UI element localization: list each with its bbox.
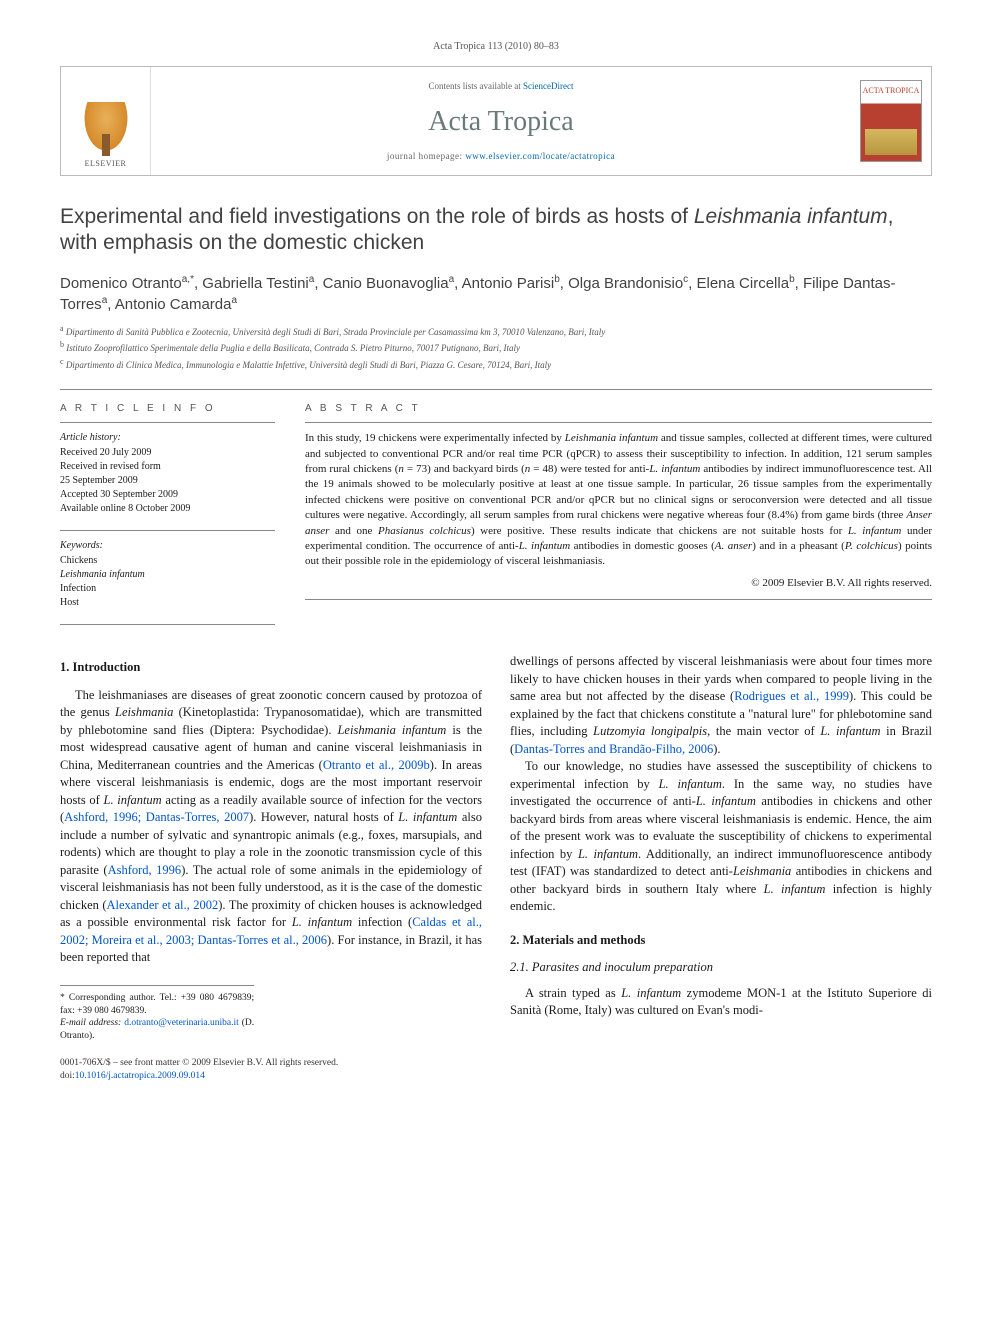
masthead-center: Contents lists available at ScienceDirec… — [151, 67, 851, 175]
sciencedirect-link[interactable]: ScienceDirect — [523, 81, 573, 91]
citation-link[interactable]: Rodrigues et al., 1999 — [734, 689, 849, 703]
affiliation: b Istituto Zooprofilattico Sperimentale … — [60, 339, 932, 355]
journal-name: Acta Tropica — [428, 102, 573, 141]
email-line: E-mail address: d.otranto@veterinaria.un… — [60, 1017, 254, 1043]
body-text: 1. Introduction The leishmaniases are di… — [60, 653, 932, 1043]
paragraph: The leishmaniases are diseases of great … — [60, 687, 482, 967]
publisher-name: ELSEVIER — [85, 158, 127, 169]
keyword: Chickens — [60, 554, 275, 568]
keyword: Host — [60, 596, 275, 610]
affiliations: a Dipartimento di Sanità Pubblica e Zoot… — [60, 323, 932, 372]
history-label: Article history: — [60, 431, 275, 445]
history-revised2: 25 September 2009 — [60, 474, 275, 488]
cover-label: ACTA TROPICA — [861, 85, 921, 96]
doi-link[interactable]: 10.1016/j.actatropica.2009.09.014 — [75, 1071, 205, 1081]
citation-link[interactable]: Ashford, 1996; Dantas-Torres, 2007 — [64, 810, 249, 824]
paragraph: dwellings of persons affected by viscera… — [510, 653, 932, 758]
subsection-heading: 2.1. Parasites and inoculum preparation — [510, 959, 932, 977]
affiliation: a Dipartimento di Sanità Pubblica e Zoot… — [60, 323, 932, 339]
title-part1: Experimental and field investigations on… — [60, 205, 694, 228]
homepage-prefix: journal homepage: — [387, 151, 465, 161]
abstract-body: In this study, 19 chickens were experime… — [305, 431, 932, 570]
doi-label: doi: — [60, 1071, 75, 1081]
homepage-link[interactable]: www.elsevier.com/locate/actatropica — [465, 151, 615, 161]
history-received: Received 20 July 2009 — [60, 446, 275, 460]
journal-cover-thumb: ACTA TROPICA — [860, 80, 922, 162]
history-accepted: Accepted 30 September 2009 — [60, 488, 275, 502]
footnotes: * Corresponding author. Tel.: +39 080 46… — [60, 985, 254, 1043]
citation-link[interactable]: Otranto et al., 2009b — [323, 758, 430, 772]
doi-line: doi:10.1016/j.actatropica.2009.09.014 — [60, 1070, 932, 1083]
citation-link[interactable]: Ashford, 1996 — [108, 863, 182, 877]
page-footer: 0001-706X/$ – see front matter © 2009 El… — [60, 1057, 932, 1083]
citation-link[interactable]: Caldas et al., 2002; Moreira et al., 200… — [60, 915, 482, 947]
contents-line: Contents lists available at ScienceDirec… — [429, 80, 574, 93]
article-info-heading: A R T I C L E I N F O — [60, 402, 275, 423]
corresponding-author-note: * Corresponding author. Tel.: +39 080 46… — [60, 992, 254, 1018]
front-matter-line: 0001-706X/$ – see front matter © 2009 El… — [60, 1057, 932, 1070]
title-species: Leishmania infantum — [694, 205, 888, 228]
publisher-logo-cell: ELSEVIER — [61, 67, 151, 175]
abstract-column: A B S T R A C T In this study, 19 chicke… — [305, 390, 932, 625]
copyright-line: © 2009 Elsevier B.V. All rights reserved… — [305, 576, 932, 591]
email-link[interactable]: d.otranto@veterinaria.uniba.it — [124, 1018, 239, 1028]
journal-masthead: ELSEVIER Contents lists available at Sci… — [60, 66, 932, 176]
elsevier-logo: ELSEVIER — [81, 102, 131, 169]
keyword: Leishmania infantum — [60, 568, 275, 582]
citation-link[interactable]: Alexander et al., 2002 — [106, 898, 218, 912]
masthead-cover-cell: ACTA TROPICA — [851, 67, 931, 175]
article-title: Experimental and field investigations on… — [60, 204, 932, 257]
email-label: E-mail address: — [60, 1018, 124, 1028]
elsevier-tree-icon — [81, 102, 131, 156]
affiliation: c Dipartimento di Clinica Medica, Immuno… — [60, 356, 932, 372]
keywords-label: Keywords: — [60, 539, 275, 553]
keywords-block: Keywords: Chickens Leishmania infantum I… — [60, 530, 275, 610]
running-head: Acta Tropica 113 (2010) 80–83 — [60, 40, 932, 54]
history-revised1: Received in revised form — [60, 460, 275, 474]
contents-prefix: Contents lists available at — [429, 81, 523, 91]
section-heading-methods: 2. Materials and methods — [510, 932, 932, 950]
paragraph: To our knowledge, no studies have assess… — [510, 758, 932, 916]
history-online: Available online 8 October 2009 — [60, 502, 275, 516]
divider — [305, 599, 932, 600]
divider — [60, 624, 275, 625]
article-info-column: A R T I C L E I N F O Article history: R… — [60, 390, 275, 625]
citation-link[interactable]: Dantas-Torres and Brandão-Filho, 2006 — [514, 742, 713, 756]
section-heading-intro: 1. Introduction — [60, 659, 482, 677]
paragraph: A strain typed as L. infantum zymodeme M… — [510, 985, 932, 1020]
keyword: Infection — [60, 582, 275, 596]
article-history: Article history: Received 20 July 2009 R… — [60, 431, 275, 516]
author-list: Domenico Otrantoa,*, Gabriella Testinia,… — [60, 273, 932, 315]
homepage-line: journal homepage: www.elsevier.com/locat… — [387, 150, 615, 163]
abstract-heading: A B S T R A C T — [305, 402, 932, 423]
